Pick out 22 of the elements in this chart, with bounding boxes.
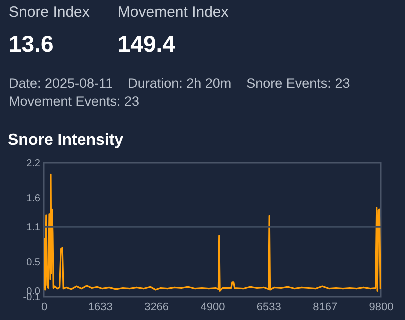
text: 13.6: [9, 31, 55, 58]
y-tick-label: 1.1: [26, 222, 41, 234]
text: Snore Events: 23: [246, 76, 350, 91]
y-tick-label: 1.6: [26, 193, 41, 204]
chart-title: Snore Intensity: [8, 132, 124, 149]
text: Date: 2025-08-11: [9, 76, 114, 91]
text: Snore Index: [9, 4, 90, 21]
x-tick-label: 8167: [313, 302, 338, 314]
x-tick-label: 6533: [256, 302, 282, 314]
text: 149.4: [118, 31, 176, 58]
y-tick-label: -0.1: [23, 292, 41, 304]
line-series: [44, 174, 381, 292]
text: Duration: 2h 20m: [128, 76, 232, 91]
x-tick-label: 0: [41, 302, 48, 314]
y-tick-label: 0.5: [26, 258, 41, 269]
x-tick-label: 3266: [144, 302, 170, 314]
x-tick-label: 9800: [369, 302, 394, 314]
text: Movement Index: [118, 4, 229, 21]
text: Movement Events: 23: [9, 94, 140, 109]
y-tick-label: 2.2: [26, 158, 41, 170]
x-tick-label: 4900: [200, 302, 226, 314]
x-tick-label: 1633: [88, 302, 113, 314]
